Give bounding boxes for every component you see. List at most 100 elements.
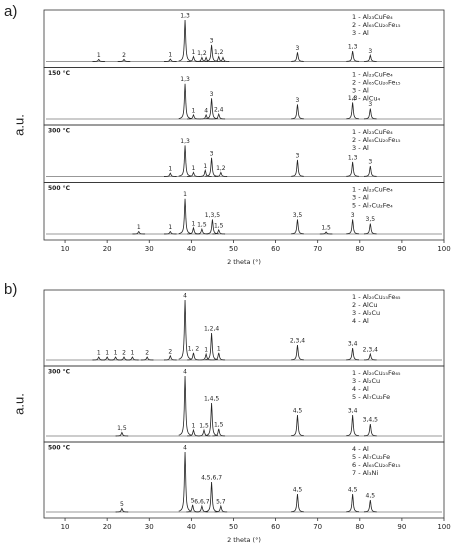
peak-label: 1,3	[180, 13, 190, 20]
peak	[117, 58, 131, 62]
peak	[212, 55, 226, 62]
x-tick-label: 40	[187, 245, 196, 253]
peak-label: 3	[296, 45, 300, 52]
peak	[178, 83, 192, 119]
x-tick-label: 30	[145, 245, 154, 253]
peak-label: 1	[204, 347, 208, 354]
pattern-frame	[43, 365, 445, 443]
peak-label: 5,7	[216, 499, 226, 506]
peak-label: 1	[131, 350, 135, 357]
peak-label: 1	[192, 49, 196, 56]
peak-label: 3	[210, 91, 214, 98]
peak	[163, 354, 177, 361]
temperature-label: 300 °C	[48, 128, 71, 135]
peak-label: 1,3	[348, 154, 358, 161]
x-tick-label: 50	[229, 523, 238, 531]
temperature-label: 150 °C	[48, 70, 71, 77]
peak	[346, 219, 359, 235]
peak-label: 2	[122, 52, 126, 59]
peak	[363, 499, 377, 513]
peak-label: 1	[105, 350, 109, 357]
peak	[132, 230, 146, 235]
peak	[212, 428, 226, 437]
peak	[291, 344, 304, 361]
peak-label: 2,4	[214, 107, 224, 114]
peak-label: 1,5	[199, 423, 209, 430]
x-tick-label: 90	[397, 245, 406, 253]
peak-label: 3,5	[366, 216, 376, 223]
y-axis-label: a.u.	[11, 393, 26, 415]
peak	[205, 157, 218, 177]
legend-entry: 3 - Al	[352, 29, 369, 37]
peak	[178, 375, 192, 436]
legend-entry: 5 - Al₇Cu₂Fe	[352, 453, 390, 461]
peak-label: 3,5	[293, 212, 303, 219]
x-tick-label: 40	[187, 523, 196, 531]
peak	[363, 352, 377, 361]
x-tick-label: 70	[313, 245, 322, 253]
peak	[319, 231, 333, 235]
x-tick-label: 10	[61, 245, 70, 253]
peak	[198, 168, 212, 177]
peak-label: 1	[192, 165, 196, 172]
peak-label: 1	[114, 350, 118, 357]
peak-label: 3,4	[348, 408, 358, 415]
peak-label: 1	[217, 345, 221, 352]
peak-label: 4,5	[366, 493, 376, 500]
peak	[214, 504, 228, 513]
peak-label: 3	[368, 159, 372, 166]
peak-label: 1,5	[117, 425, 127, 432]
peak	[92, 58, 106, 62]
peak-label: 2,3,4	[363, 347, 378, 354]
x-tick-label: 70	[313, 523, 322, 531]
temperature-label: 300 °C	[48, 369, 71, 376]
x-tick-label: 90	[397, 523, 406, 531]
peak	[115, 507, 129, 513]
pattern-frame	[43, 441, 445, 519]
peak	[346, 102, 359, 120]
peak	[346, 51, 359, 62]
peak	[195, 227, 209, 235]
peak-label: 1	[168, 52, 172, 59]
peak-label: 1,4,5	[204, 396, 219, 403]
peak	[363, 423, 377, 437]
legend-entry: 7 - Al₃Ni	[352, 469, 378, 477]
peak	[164, 230, 177, 235]
peak	[187, 352, 200, 361]
peak	[178, 198, 192, 234]
peak-label: 5	[120, 501, 124, 508]
legend-entry: 5 - Al₇Cu₂Fe₄	[352, 202, 393, 210]
peak-label: 4,5	[348, 487, 358, 494]
peak	[212, 352, 226, 361]
peak	[291, 219, 304, 235]
peak	[212, 112, 226, 120]
peak	[126, 356, 139, 361]
peak	[115, 431, 129, 437]
peak-label: 3	[368, 101, 372, 108]
x-tick-label: 20	[103, 245, 112, 253]
peak-label: 3	[210, 150, 214, 157]
legend-entry: 3 - Al	[352, 87, 369, 95]
peak	[363, 53, 377, 62]
legend-entry: 3 - Al	[352, 144, 369, 152]
pattern-frame	[43, 182, 445, 241]
peak-label: 4,5	[293, 408, 303, 415]
peak	[199, 113, 213, 120]
panel-label: a)	[4, 3, 17, 20]
peak-label: 5	[191, 497, 195, 504]
peak	[212, 228, 226, 235]
peak-label: 1,3,5	[205, 212, 220, 219]
peak	[346, 161, 359, 177]
x-axis-label: 2 theta (°)	[227, 536, 261, 544]
peak	[363, 108, 377, 120]
x-tick-label: 100	[437, 523, 450, 531]
peak	[214, 171, 228, 177]
peak-label: 1	[97, 52, 101, 59]
peak-label: 1	[97, 350, 101, 357]
peak-label: 4	[183, 293, 187, 300]
x-tick-label: 60	[271, 245, 280, 253]
peak-label: 1,3	[180, 138, 190, 145]
peak	[164, 58, 177, 62]
temperature-label: 500 °C	[48, 445, 71, 452]
